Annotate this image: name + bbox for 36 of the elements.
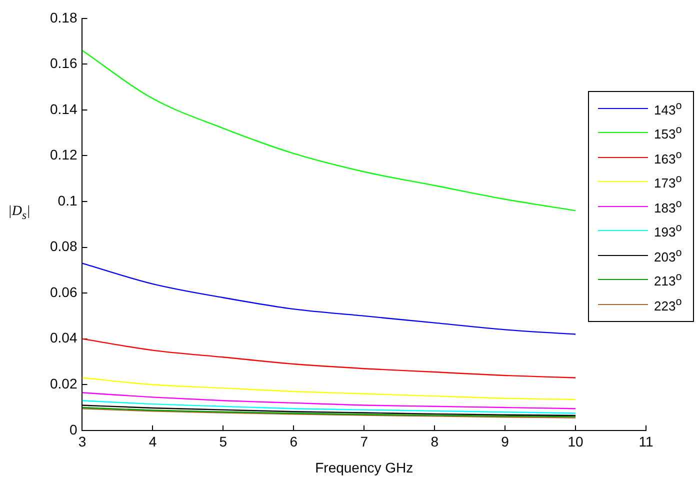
legend-label: 193$^{o}$ (654, 222, 682, 240)
y-tick-label: 0.14 (50, 100, 78, 117)
line-series (82, 262, 576, 335)
y-tick-label: 0.04 (50, 330, 78, 346)
y-tick-label: 0.1 (58, 192, 78, 208)
line-series (82, 392, 576, 410)
legend-label: 143$^{o}$ (654, 100, 682, 117)
y-axis-title: |D$_{s}$| (8, 204, 30, 222)
legend-label: 203$^{o}$ (654, 246, 682, 264)
x-tick-label: 3 (78, 434, 86, 450)
legend-label: 213$^{o}$ (654, 271, 682, 288)
x-tick-label: 6 (290, 434, 298, 450)
legend-label: 223$^{o}$ (654, 296, 682, 313)
x-tick-label: 4 (148, 434, 157, 450)
line-series (82, 50, 576, 212)
y-tick-label: 0.02 (50, 375, 78, 392)
x-tick-label: 5 (219, 434, 228, 450)
y-tick-label: 0 (69, 421, 78, 438)
x-tick-label: 10 (568, 434, 584, 450)
y-tick-label: 0.16 (50, 55, 78, 72)
legend-label: 173$^{o}$ (654, 173, 682, 190)
x-axis-title: Frequency GHz (315, 459, 414, 476)
line-series (82, 377, 576, 400)
x-tick-label: 7 (360, 434, 368, 450)
y-tick-label: 0.12 (50, 146, 78, 163)
y-tick-label: 0.06 (50, 284, 78, 300)
legend-label: 163$^{o}$ (654, 148, 682, 166)
x-tick-label: 8 (430, 434, 439, 450)
y-tick-label: 0.18 (50, 9, 78, 26)
y-tick-label: 0.08 (50, 238, 78, 254)
legend-label: 153$^{o}$ (654, 124, 682, 142)
line-series (82, 400, 576, 414)
line-series (82, 338, 576, 378)
x-tick-label: 9 (501, 434, 510, 450)
legend-label: 183$^{o}$ (654, 198, 682, 215)
x-tick-label: 11 (638, 434, 654, 450)
